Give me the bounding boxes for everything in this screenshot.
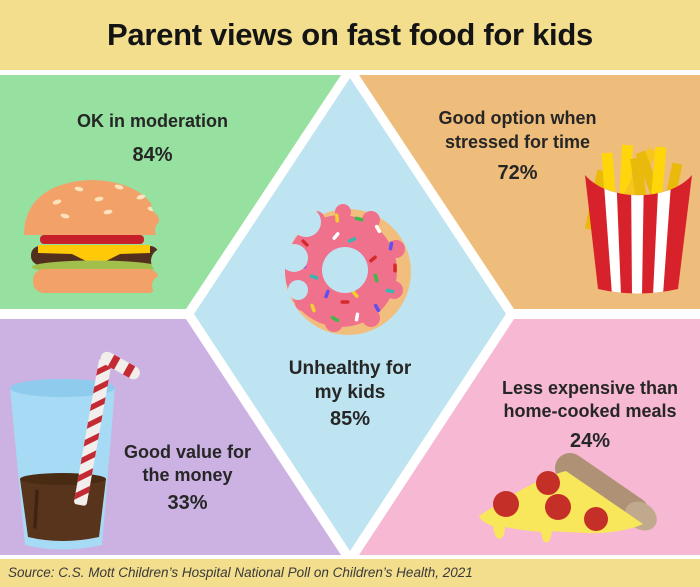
burger-icon <box>24 180 181 297</box>
label-bottom-left: Good value for the money <box>123 442 251 485</box>
footer-band <box>0 559 700 587</box>
label-top-right: Good option when stressed for time <box>438 108 597 152</box>
value-bottom-left: 33% <box>167 492 208 514</box>
donut-icon <box>280 204 411 335</box>
donut-bite-marks <box>280 207 321 300</box>
value-center: 85% <box>329 408 371 430</box>
label-bottom-right: Less expensive than home-cooked meals <box>501 378 679 421</box>
header-band <box>0 0 700 70</box>
page-title: Parent views on fast food for kids <box>107 17 593 52</box>
label-top-left: OK in moderation <box>76 111 228 131</box>
straw-bend <box>100 351 140 380</box>
burger-bite-marks <box>151 188 181 297</box>
fries-icon <box>584 144 692 294</box>
label-center: Unhealthy for my kids <box>288 358 412 403</box>
donut-sprinkles <box>299 213 397 323</box>
quadrant-canvas <box>0 75 700 555</box>
pizza-icon <box>479 453 657 543</box>
donut-hole <box>322 247 368 293</box>
value-top-right: 72% <box>497 162 538 184</box>
pepperoni <box>493 471 608 531</box>
value-top-left: 84% <box>132 144 173 166</box>
source-citation: Source: C.S. Mott Children’s Hospital Na… <box>8 565 473 580</box>
value-bottom-right: 24% <box>569 430 611 452</box>
soda-icon <box>10 351 140 550</box>
